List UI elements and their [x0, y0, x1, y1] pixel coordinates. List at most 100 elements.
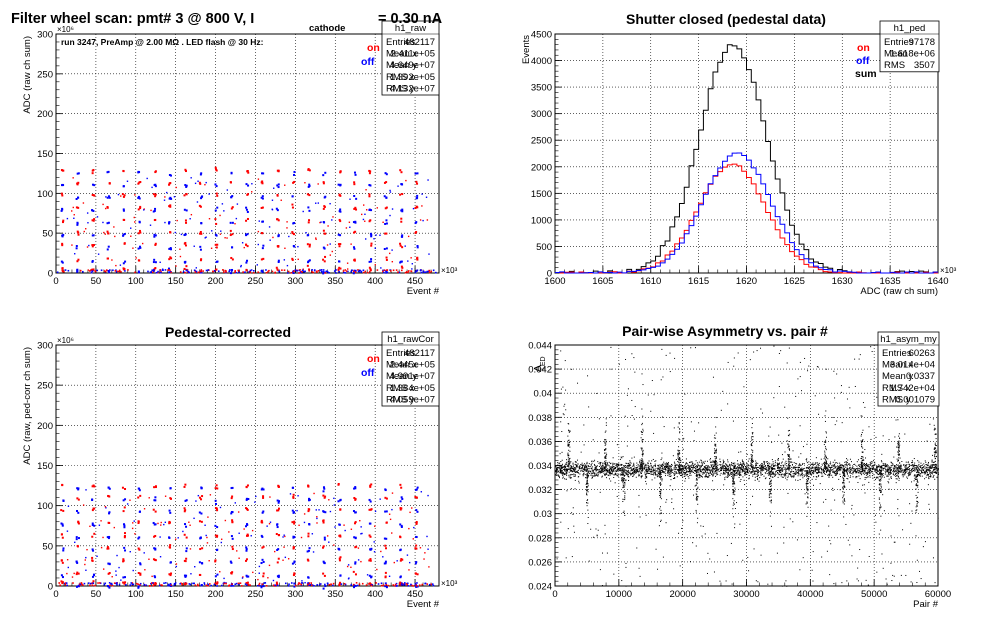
data-point: [60, 574, 63, 577]
data-point: [770, 469, 772, 471]
data-point: [869, 476, 871, 478]
data-point: [866, 463, 868, 465]
data-point: [594, 474, 596, 476]
data-point: [816, 462, 818, 464]
data-point: [697, 470, 699, 472]
data-point: [386, 271, 389, 274]
data-point: [894, 473, 896, 475]
data-point: [727, 475, 729, 477]
data-point: [288, 235, 290, 238]
data-point: [152, 558, 155, 561]
data-point: [235, 582, 238, 585]
data-point: [693, 471, 695, 473]
data-point: [743, 473, 745, 475]
data-point: [646, 471, 648, 473]
data-point: [846, 465, 848, 467]
data-point: [589, 470, 591, 472]
data-point: [122, 170, 125, 173]
stats-label: RMS x: [386, 72, 415, 83]
data-point: [774, 467, 776, 469]
data-point: [929, 473, 931, 475]
data-point: [822, 472, 824, 474]
data-point: [300, 272, 303, 274]
data-point: [928, 461, 930, 463]
data-point: [291, 195, 294, 198]
data-point: [399, 523, 402, 526]
data-point: [333, 504, 336, 506]
data-point: [659, 470, 661, 472]
y-tick-label: 0: [48, 269, 53, 280]
data-point: [216, 585, 218, 587]
data-point: [742, 462, 744, 464]
data-point: [760, 469, 762, 471]
data-point: [316, 271, 318, 273]
data-point: [655, 470, 657, 472]
stats-box-name: h1_raw: [395, 23, 426, 34]
data-point: [308, 169, 311, 172]
data-point: [843, 465, 845, 467]
data-point: [82, 504, 85, 506]
data-point: [763, 468, 765, 470]
data-point: [84, 563, 86, 566]
data-point: [820, 472, 822, 474]
data-point: [558, 467, 560, 469]
x-tick-label: 20000: [669, 589, 695, 600]
data-point: [734, 472, 736, 474]
y-tick-label: 50: [42, 229, 53, 240]
data-point: [167, 267, 170, 270]
data-point: [231, 233, 234, 236]
data-point: [416, 257, 419, 260]
data-point: [803, 475, 805, 477]
data-point: [692, 471, 694, 473]
data-point: [801, 470, 803, 472]
data-point: [256, 264, 259, 266]
data-point: [194, 271, 197, 274]
data-point: [682, 476, 684, 478]
data-point: [717, 468, 719, 470]
data-point: [92, 219, 95, 222]
stats-label: Mean x: [386, 49, 417, 60]
data-point: [771, 463, 773, 465]
data-point: [424, 582, 427, 585]
data-point: [277, 269, 279, 272]
data-point: [603, 466, 605, 468]
data-point: [245, 548, 248, 551]
data-point: [293, 560, 296, 563]
data-point: [645, 468, 647, 470]
data-point: [208, 193, 210, 195]
data-point: [881, 466, 883, 468]
data-point: [846, 469, 848, 471]
data-point: [331, 219, 333, 221]
data-point: [428, 253, 430, 255]
stats-value: 4.991e+07: [390, 371, 435, 382]
data-point: [809, 472, 811, 474]
data-point: [887, 466, 889, 468]
data-point: [205, 181, 207, 184]
y-tick-label: 0.03: [534, 509, 553, 520]
data-point: [383, 195, 386, 198]
data-point: [368, 582, 371, 585]
data-point: [914, 462, 916, 464]
data-point: [323, 574, 326, 577]
data-point: [169, 584, 171, 587]
data-point: [836, 471, 838, 473]
data-point: [865, 472, 867, 474]
data-point: [686, 463, 688, 465]
data-point: [184, 170, 187, 173]
data-point: [829, 474, 831, 476]
data-point: [616, 469, 618, 471]
data-point: [153, 523, 156, 526]
data-point: [744, 464, 746, 466]
data-point: [774, 465, 776, 467]
data-point: [680, 474, 682, 476]
data-point: [362, 271, 365, 274]
data-point: [561, 465, 563, 467]
data-point: [291, 521, 294, 524]
data-point: [426, 535, 428, 538]
data-point: [353, 536, 356, 539]
data-point: [424, 552, 426, 554]
data-point: [799, 475, 801, 477]
data-point: [906, 464, 908, 466]
data-point: [865, 477, 867, 479]
data-point: [912, 468, 914, 470]
